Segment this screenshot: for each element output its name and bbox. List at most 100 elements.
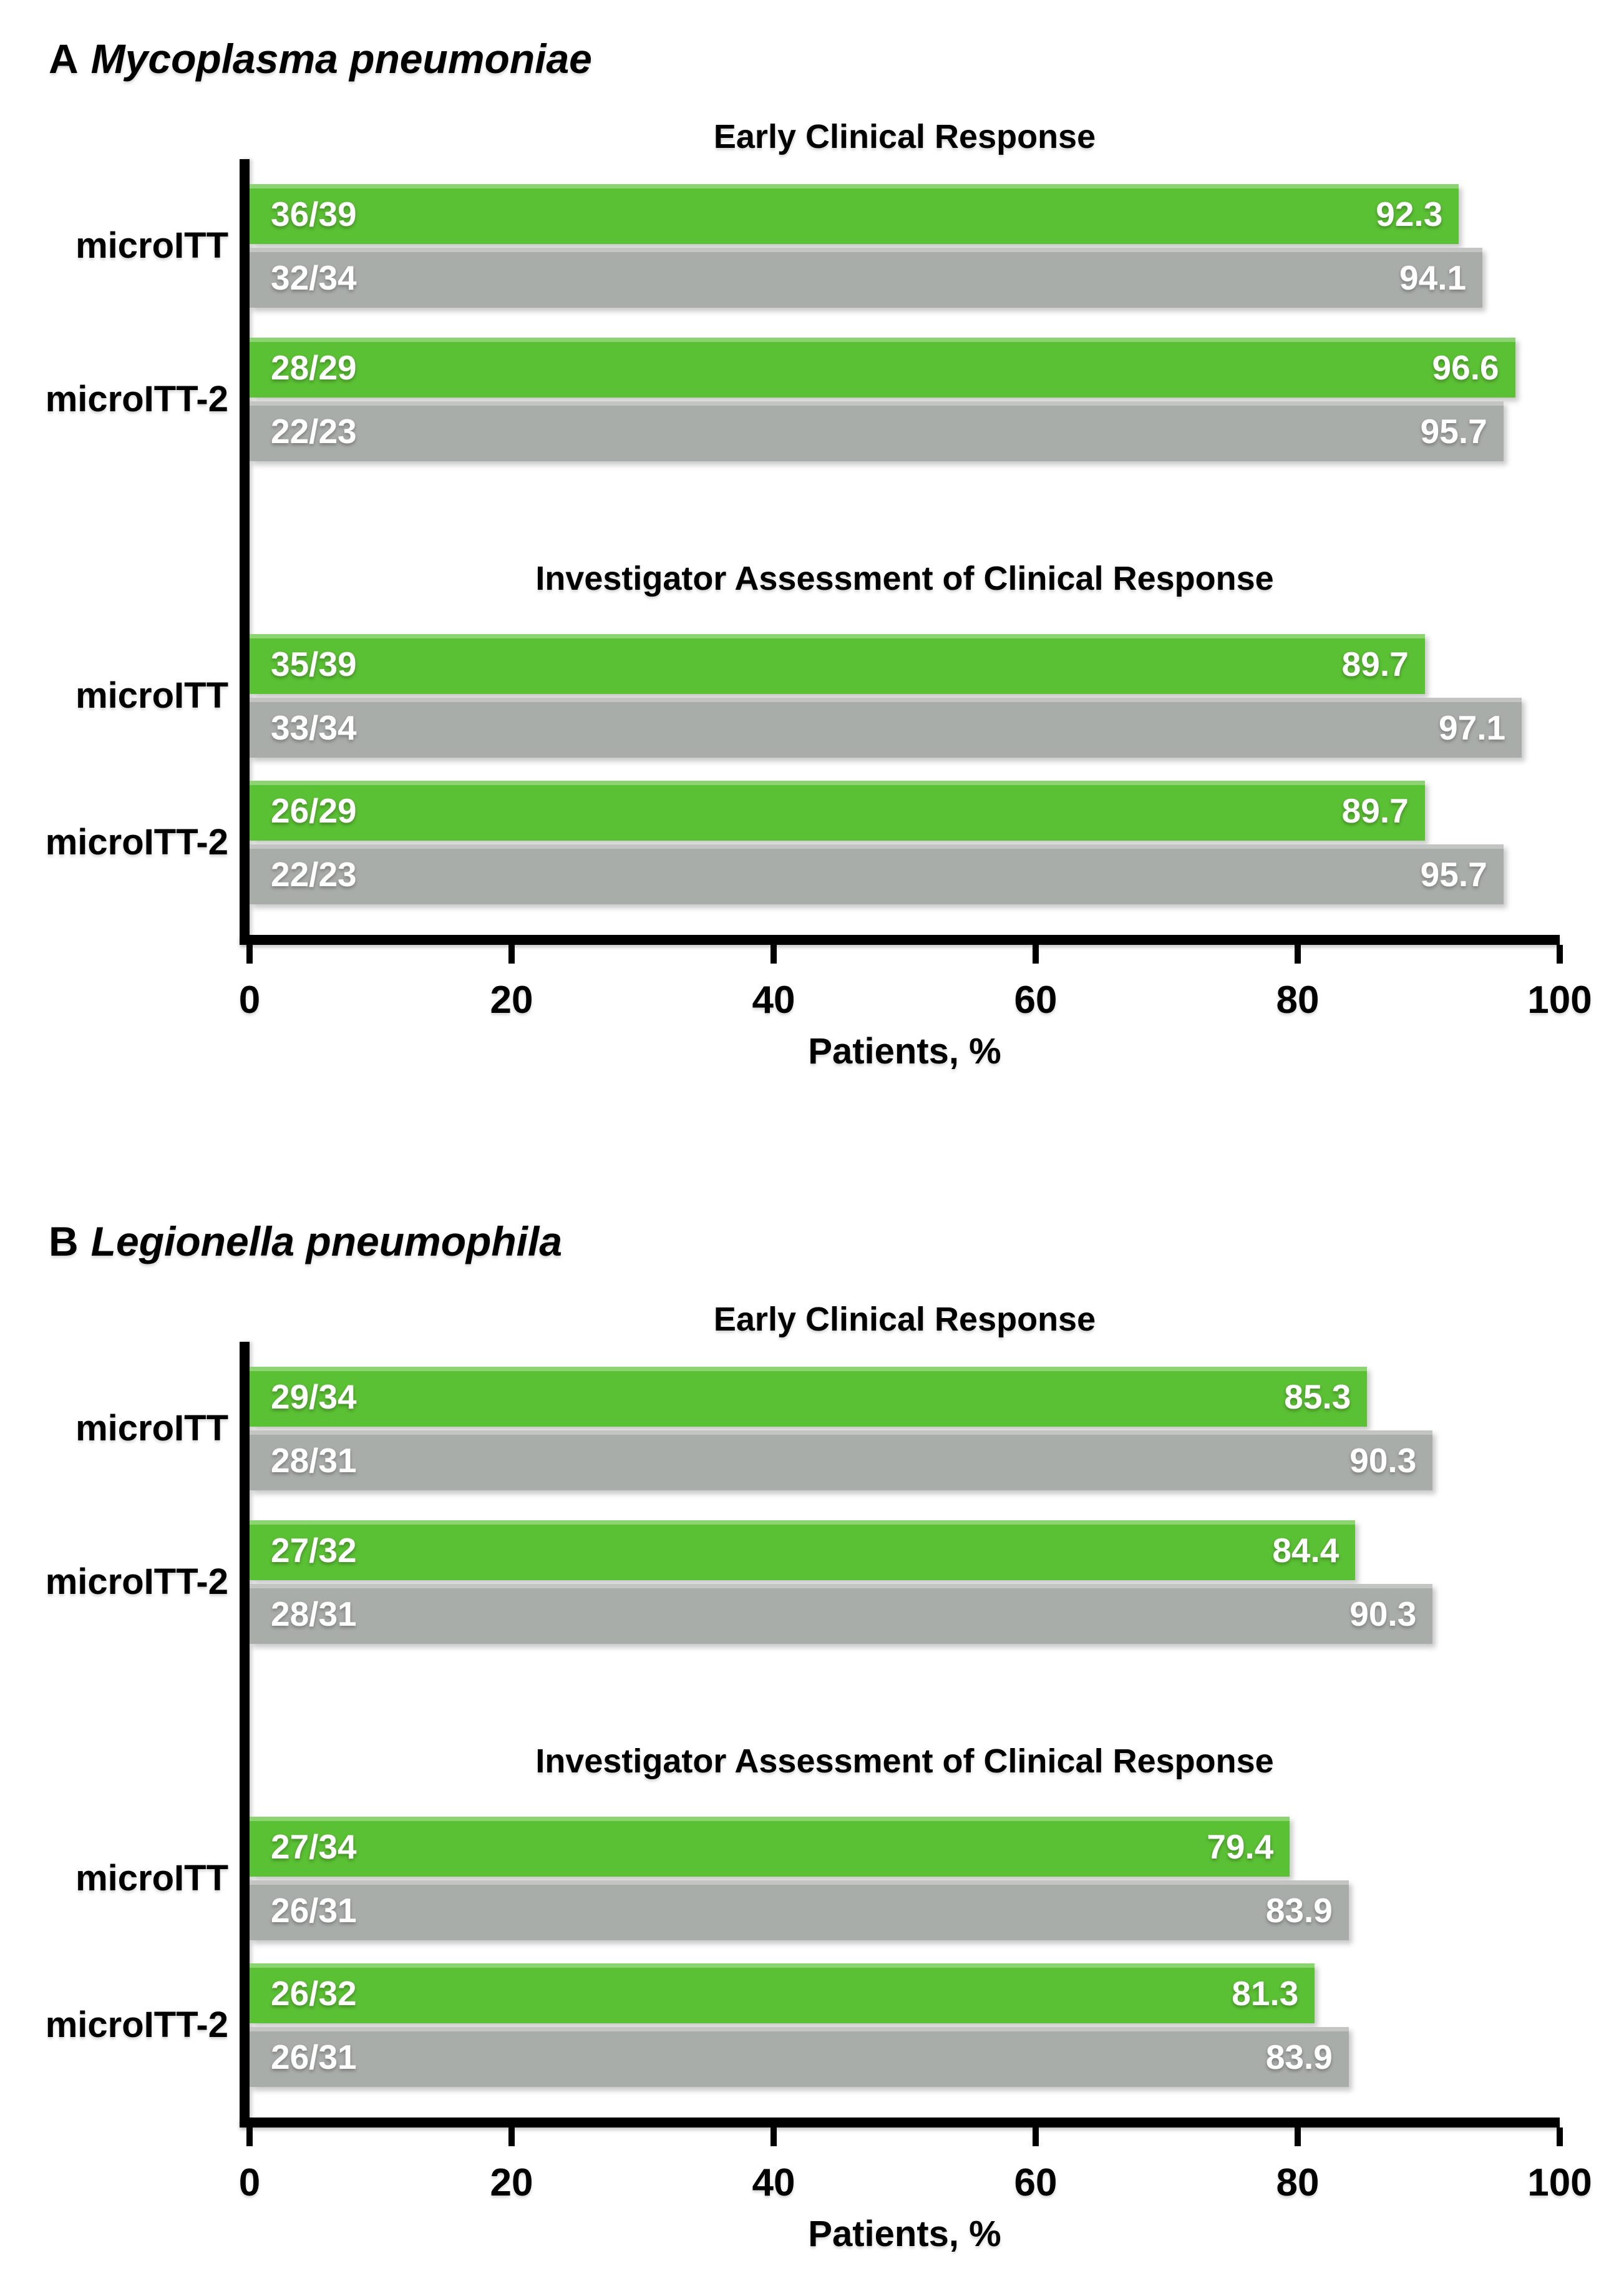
- green-bar: 26/32 81.3: [250, 1963, 1315, 2023]
- section-heading: Investigator Assessment of Clinical Resp…: [535, 560, 1274, 597]
- x-axis-line: [240, 935, 1560, 945]
- x-axis-title: Patients, %: [808, 2214, 1001, 2254]
- plot-area: 36/39 92.3 32/34 94.1 28/29 96.6 22/23 95.7 35/3…: [250, 159, 1560, 935]
- x-tick-label: 80: [1276, 979, 1320, 1022]
- x-tick-label: 20: [490, 979, 533, 1022]
- bar-value-label: 85.3: [1284, 1377, 1351, 1416]
- row-label-microitt: microITT: [75, 675, 228, 716]
- panel-b: B Legionella pneumophila 29/34 85.3 28/31 90.…: [0, 1183, 1619, 2296]
- x-tick-label: 100: [1527, 979, 1592, 1022]
- gray-bar: 22/23 95.7: [250, 401, 1504, 461]
- x-tick: [1033, 945, 1039, 964]
- panel-title: A Mycoplasma pneumoniae: [49, 32, 592, 85]
- bar-value-label: 95.7: [1420, 412, 1487, 451]
- green-bar: 28/29 96.6: [250, 338, 1515, 398]
- panel-letter: B: [49, 1218, 79, 1264]
- gray-bar: 33/34 97.1: [250, 698, 1522, 758]
- bar-value-label: 90.3: [1349, 1595, 1417, 1633]
- x-tick-label: 0: [238, 2161, 261, 2204]
- gray-bar: 28/31 90.3: [250, 1430, 1433, 1490]
- bar-value-label: 95.7: [1420, 855, 1487, 894]
- section-heading: Early Clinical Response: [713, 118, 1096, 155]
- bar-count-label: 33/34: [271, 708, 357, 747]
- bar-count-label: 22/23: [271, 412, 357, 451]
- y-axis-line: [240, 1342, 250, 2127]
- panel-a: A Mycoplasma pneumoniae 36/39 92.3 32/34 94.1…: [0, 0, 1619, 1113]
- bar-value-label: 92.3: [1376, 195, 1443, 233]
- x-tick-label: 60: [1014, 2161, 1057, 2204]
- bar-count-label: 35/39: [271, 645, 357, 683]
- x-axis-title: Patients, %: [808, 1031, 1001, 1072]
- bar-count-label: 27/34: [271, 1827, 357, 1866]
- bar-count-label: 28/29: [271, 348, 357, 387]
- section-heading: Investigator Assessment of Clinical Resp…: [535, 1742, 1274, 1780]
- x-tick: [771, 945, 777, 964]
- green-bar: 29/34 85.3: [250, 1367, 1368, 1427]
- x-tick: [1295, 945, 1301, 964]
- x-tick: [246, 2127, 253, 2146]
- gray-bar: 26/31 83.9: [250, 1880, 1349, 1940]
- x-tick-label: 20: [490, 2161, 533, 2204]
- plot-area: 29/34 85.3 28/31 90.3 27/32 84.4 28/31 90.3 27/3…: [250, 1342, 1560, 2118]
- bar-value-label: 79.4: [1207, 1827, 1274, 1866]
- x-tick-label: 100: [1527, 2161, 1592, 2204]
- bar-count-label: 36/39: [271, 195, 357, 233]
- gray-bar: 22/23 95.7: [250, 844, 1504, 904]
- row-label-microitt: microITT: [75, 225, 228, 266]
- x-tick-label: 40: [752, 979, 795, 1022]
- x-tick: [771, 2127, 777, 2146]
- bar-value-label: 83.9: [1265, 2038, 1333, 2076]
- green-bar: 36/39 92.3: [250, 184, 1459, 244]
- green-bar: 26/29 89.7: [250, 781, 1425, 841]
- bar-count-label: 29/34: [271, 1377, 357, 1416]
- bar-count-label: 26/32: [271, 1974, 357, 2013]
- bar-count-label: 28/31: [271, 1441, 357, 1480]
- gray-bar: 26/31 83.9: [250, 2027, 1349, 2087]
- x-tick-label: 60: [1014, 979, 1057, 1022]
- x-tick-label: 80: [1276, 2161, 1320, 2204]
- bar-value-label: 89.7: [1341, 791, 1409, 830]
- bar-value-label: 96.6: [1432, 348, 1499, 387]
- bar-value-label: 97.1: [1439, 708, 1506, 747]
- green-bar: 35/39 89.7: [250, 634, 1425, 694]
- x-tick: [1557, 945, 1563, 964]
- bar-value-label: 94.1: [1399, 258, 1467, 297]
- x-tick: [1033, 2127, 1039, 2146]
- bar-value-label: 90.3: [1349, 1441, 1417, 1480]
- bar-value-label: 81.3: [1232, 1974, 1299, 2013]
- row-label-microitt: microITT: [75, 1858, 228, 1898]
- bar-count-label: 27/32: [271, 1531, 357, 1570]
- panel-title: B Legionella pneumophila: [49, 1215, 562, 1268]
- gray-bar: 32/34 94.1: [250, 248, 1483, 308]
- green-bar: 27/32 84.4: [250, 1520, 1356, 1580]
- bar-count-label: 28/31: [271, 1595, 357, 1633]
- x-tick: [508, 2127, 515, 2146]
- row-label-microitt-2: microITT-2: [45, 2005, 228, 2045]
- bar-value-label: 84.4: [1272, 1531, 1339, 1570]
- gray-bar: 28/31 90.3: [250, 1584, 1433, 1644]
- bar-count-label: 26/29: [271, 791, 357, 830]
- x-tick-label: 40: [752, 2161, 795, 2204]
- y-axis-line: [240, 159, 250, 945]
- x-tick: [1557, 2127, 1563, 2146]
- bar-value-label: 89.7: [1341, 645, 1409, 683]
- bar-count-label: 32/34: [271, 258, 357, 297]
- x-tick: [1295, 2127, 1301, 2146]
- x-tick-label: 0: [238, 979, 261, 1022]
- x-axis-line: [240, 2118, 1560, 2127]
- bar-count-label: 26/31: [271, 1891, 357, 1930]
- row-label-microitt-2: microITT-2: [45, 379, 228, 419]
- row-label-microitt: microITT: [75, 1408, 228, 1448]
- row-label-microitt-2: microITT-2: [45, 1561, 228, 1602]
- panel-letter: A: [49, 36, 79, 82]
- green-bar: 27/34 79.4: [250, 1817, 1290, 1877]
- panel-species-name: Legionella pneumophila: [90, 1218, 563, 1264]
- panel-species-name: Mycoplasma pneumoniae: [90, 36, 592, 82]
- bar-count-label: 26/31: [271, 2038, 357, 2076]
- x-tick: [246, 945, 253, 964]
- x-tick: [508, 945, 515, 964]
- section-heading: Early Clinical Response: [713, 1301, 1096, 1338]
- row-label-microitt-2: microITT-2: [45, 822, 228, 862]
- bar-count-label: 22/23: [271, 855, 357, 894]
